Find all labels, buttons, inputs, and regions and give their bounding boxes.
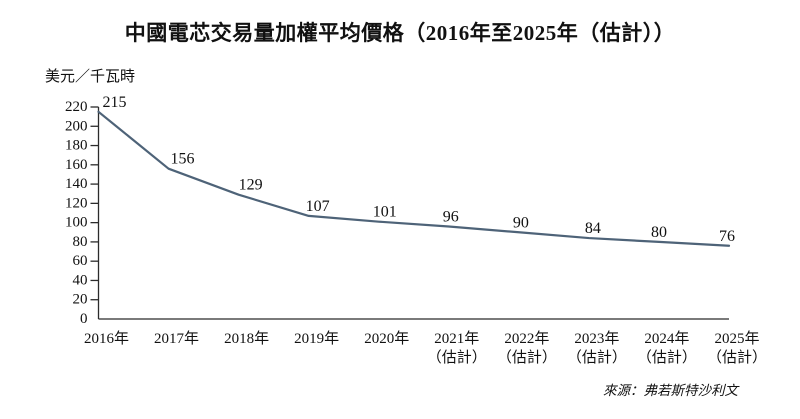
y-tick-label: 0	[80, 311, 88, 327]
x-axis-label: 2024年	[644, 330, 689, 347]
y-tick-label: 60	[73, 253, 88, 269]
y-tick-label: 100	[65, 215, 88, 231]
y-tick-label: 200	[65, 118, 88, 134]
x-axis-label: 2017年	[154, 330, 199, 347]
x-axis-estimate-note: （估計）	[707, 349, 767, 366]
y-tick-label: 180	[65, 138, 88, 154]
x-axis-label: 2016年	[84, 330, 129, 347]
chart-title: 中國電芯交易量加權平均價格（2016年至2025年（估計））	[124, 21, 676, 45]
y-axis-unit-label: 美元／千瓦時	[45, 69, 136, 85]
source-note: 來源：弗若斯特沙利文	[603, 383, 738, 398]
data-point-label: 90	[513, 214, 529, 231]
data-point-label: 107	[306, 198, 330, 215]
x-axis-label: 2025年	[714, 330, 759, 347]
x-axis-label: 2018年	[224, 330, 269, 347]
data-point-label: 129	[239, 177, 263, 194]
y-tick-label: 220	[65, 99, 88, 115]
x-axis-estimate-note: （估計）	[427, 349, 487, 366]
y-tick-label: 160	[65, 157, 88, 173]
data-point-label: 96	[443, 208, 459, 225]
data-point-label: 76	[719, 228, 735, 245]
y-tick-label: 120	[65, 195, 88, 211]
data-point-label: 215	[103, 94, 127, 111]
x-axis-estimate-note: （估計）	[497, 349, 557, 366]
x-axis-label: 2023年	[574, 330, 619, 347]
y-tick-label: 20	[73, 292, 88, 308]
data-point-label: 80	[651, 224, 667, 241]
x-axis-label: 2021年	[434, 330, 479, 347]
x-axis-label: 2022年	[504, 330, 549, 347]
x-axis-label: 2019年	[294, 330, 339, 347]
x-axis-label: 2020年	[364, 330, 409, 347]
data-point-label: 101	[373, 204, 397, 221]
y-tick-label: 80	[73, 234, 88, 250]
data-point-label: 156	[171, 151, 195, 168]
price-line	[97, 110, 731, 247]
x-axis-estimate-note: （估計）	[567, 349, 627, 366]
x-axis-estimate-note: （估計）	[637, 349, 697, 366]
y-tick-label: 140	[65, 176, 88, 192]
y-tick-label: 40	[73, 272, 88, 288]
data-point-label: 84	[585, 220, 601, 237]
